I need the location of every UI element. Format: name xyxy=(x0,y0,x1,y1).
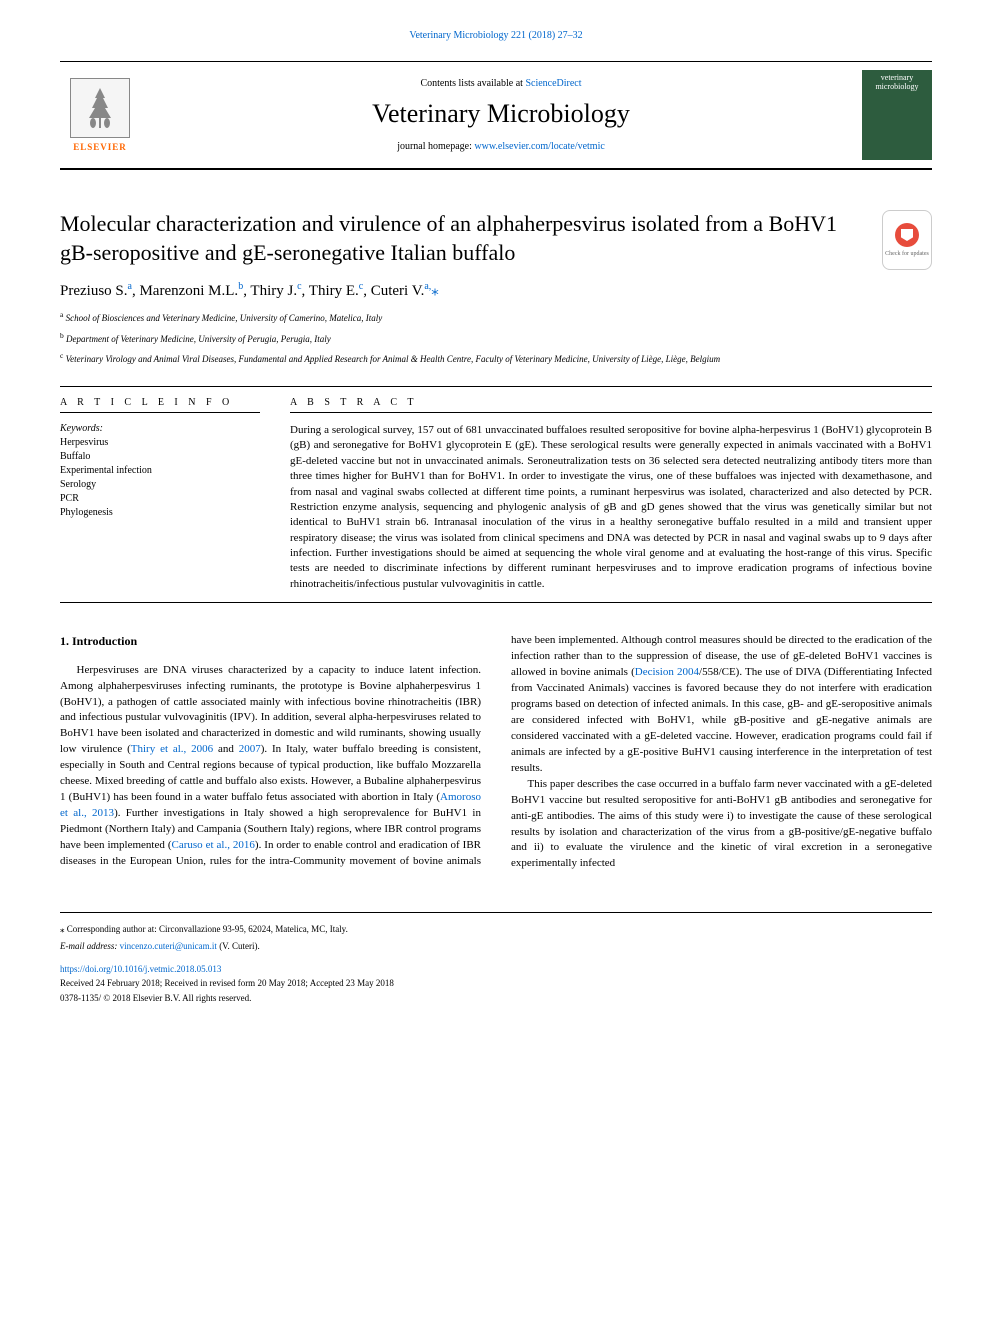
elsevier-tree-icon xyxy=(70,78,130,138)
contents-list-line: Contents lists available at ScienceDirec… xyxy=(140,78,862,89)
authors-line: Preziuso S.a, Marenzoni M.L.b, Thiry J.c… xyxy=(60,281,932,300)
corresponding-email-link[interactable]: vincenzo.cuteri@unicam.it xyxy=(120,941,217,951)
email-line: E-mail address: vincenzo.cuteri@unicam.i… xyxy=(60,940,932,953)
ref-thiry-2007[interactable]: 2007 xyxy=(239,743,261,755)
running-header: Veterinary Microbiology 221 (2018) 27–32 xyxy=(60,30,932,41)
keywords-list: HerpesvirusBuffaloExperimental infection… xyxy=(60,436,260,520)
homepage-line: journal homepage: www.elsevier.com/locat… xyxy=(140,141,862,152)
abstract-column: A B S T R A C T During a serological sur… xyxy=(290,397,932,592)
footer: ⁎ Corresponding author at: Circonvallazi… xyxy=(60,912,932,1004)
keyword: Herpesvirus xyxy=(60,436,260,450)
ref-decision-2004[interactable]: Decision 2004 xyxy=(635,666,699,678)
contents-prefix: Contents lists available at xyxy=(420,78,525,89)
article-info-column: A R T I C L E I N F O Keywords: Herpesvi… xyxy=(60,397,260,592)
article-title: Molecular characterization and virulence… xyxy=(60,210,932,267)
copyright-line: 0378-1135/ © 2018 Elsevier B.V. All righ… xyxy=(60,992,932,1005)
keyword: Buffalo xyxy=(60,450,260,464)
keywords-label: Keywords: xyxy=(60,423,260,434)
abstract-text: During a serological survey, 157 out of … xyxy=(290,423,932,592)
check-updates-label: Check for updates xyxy=(885,251,929,257)
keyword: Serology xyxy=(60,478,260,492)
body-paragraph-3: This paper describes the case occurred i… xyxy=(511,777,932,873)
affiliation: c Veterinary Virology and Animal Viral D… xyxy=(60,351,932,366)
journal-cover-thumbnail: veterinary microbiology xyxy=(862,70,932,160)
article-info-label: A R T I C L E I N F O xyxy=(60,397,260,413)
keyword: Phylogenesis xyxy=(60,506,260,520)
corresponding-author-note: ⁎ Corresponding author at: Circonvallazi… xyxy=(60,923,932,936)
elsevier-wordmark: ELSEVIER xyxy=(73,142,127,152)
ref-thiry-2006[interactable]: Thiry et al., 2006 xyxy=(131,743,213,755)
keyword: Experimental infection xyxy=(60,464,260,478)
received-dates: Received 24 February 2018; Received in r… xyxy=(60,977,932,990)
header-divider xyxy=(60,386,932,387)
doi-link[interactable]: https://doi.org/10.1016/j.vetmic.2018.05… xyxy=(60,963,932,976)
sciencedirect-link[interactable]: ScienceDirect xyxy=(525,78,581,89)
masthead-center: Contents lists available at ScienceDirec… xyxy=(140,78,862,152)
email-label: E-mail address: xyxy=(60,941,120,951)
keyword: PCR xyxy=(60,492,260,506)
affiliation: b Department of Veterinary Medicine, Uni… xyxy=(60,331,932,346)
journal-name: Veterinary Microbiology xyxy=(140,99,862,129)
homepage-prefix: journal homepage: xyxy=(397,141,474,152)
affiliation: a School of Biosciences and Veterinary M… xyxy=(60,310,932,325)
section-1-heading: 1. Introduction xyxy=(60,633,481,650)
article-header: Check for updates Molecular characteriza… xyxy=(60,210,932,366)
ref-caruso-2016[interactable]: Caruso et al., 2016 xyxy=(172,839,255,851)
abstract-label: A B S T R A C T xyxy=(290,397,932,413)
elsevier-logo: ELSEVIER xyxy=(60,70,140,160)
crossmark-icon xyxy=(895,223,919,247)
masthead: ELSEVIER Contents lists available at Sci… xyxy=(60,61,932,170)
check-updates-badge[interactable]: Check for updates xyxy=(882,210,932,270)
abstract-divider xyxy=(60,602,932,603)
body-section: 1. Introduction Herpesviruses are DNA vi… xyxy=(60,633,932,872)
journal-cover-title: veterinary microbiology xyxy=(866,74,928,92)
homepage-link[interactable]: www.elsevier.com/locate/vetmic xyxy=(474,141,604,152)
body-columns: 1. Introduction Herpesviruses are DNA vi… xyxy=(60,633,932,872)
info-abstract-row: A R T I C L E I N F O Keywords: Herpesvi… xyxy=(60,397,932,592)
email-suffix: (V. Cuteri). xyxy=(217,941,260,951)
